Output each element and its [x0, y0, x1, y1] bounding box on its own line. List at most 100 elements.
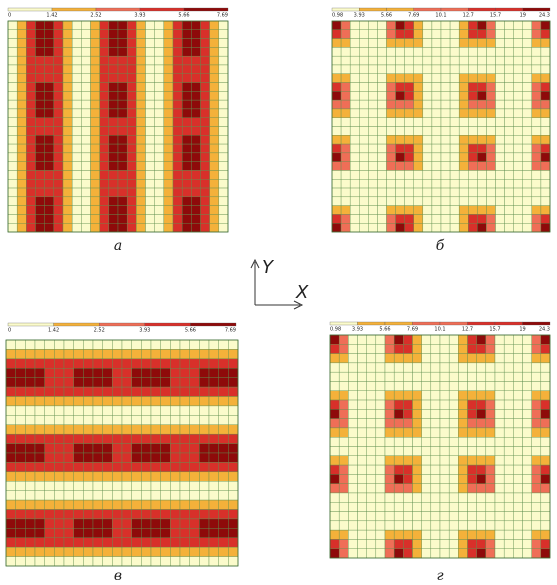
cell [191, 99, 201, 110]
cell [522, 170, 533, 180]
cell [112, 405, 123, 416]
cell [228, 443, 239, 454]
cell [413, 135, 424, 145]
cell [5, 368, 16, 378]
cell [170, 349, 181, 360]
cell [16, 99, 27, 110]
cell [403, 381, 413, 391]
cell [503, 520, 514, 531]
cell [44, 481, 55, 491]
cell [412, 371, 422, 382]
cell [73, 358, 84, 369]
colorbar-segment [467, 321, 496, 326]
cell [83, 358, 94, 369]
cell [199, 443, 210, 454]
cell [5, 433, 16, 444]
cell [170, 462, 181, 473]
cell [141, 490, 152, 501]
cell [395, 47, 405, 57]
cell [181, 143, 192, 154]
cell [73, 452, 84, 463]
cell [439, 353, 450, 364]
cell [468, 55, 478, 66]
cell [53, 38, 64, 48]
cell [121, 499, 132, 510]
cell [136, 55, 146, 66]
cell [338, 334, 349, 345]
cell [170, 424, 181, 435]
cell [522, 117, 533, 127]
cell [145, 55, 155, 66]
cell [25, 528, 36, 538]
cell [393, 548, 404, 559]
cell [395, 73, 405, 83]
cell [200, 223, 210, 233]
cell [102, 556, 113, 567]
cell [53, 91, 64, 101]
cell [348, 390, 358, 401]
cell [209, 91, 220, 101]
cell [26, 29, 36, 39]
cell [191, 179, 201, 189]
cell [340, 117, 351, 127]
cell [431, 152, 442, 162]
cell [368, 214, 378, 224]
cell [486, 99, 496, 110]
cell [486, 91, 496, 101]
cell [531, 126, 542, 136]
cell [531, 390, 542, 401]
cell [458, 464, 468, 475]
cell [403, 539, 413, 549]
cell [377, 38, 387, 48]
cell [200, 108, 210, 118]
cell [348, 539, 358, 549]
cell [179, 386, 190, 397]
cell [349, 152, 360, 162]
cell [403, 446, 413, 456]
cell [522, 381, 532, 391]
cell [90, 47, 100, 57]
cell [26, 117, 36, 127]
cell [485, 409, 496, 419]
cell [404, 64, 414, 74]
cell [16, 29, 27, 39]
cell [348, 418, 358, 429]
cell [63, 368, 74, 378]
cell [340, 47, 351, 57]
cell [181, 108, 192, 118]
cell [160, 556, 171, 567]
cell [209, 143, 220, 154]
cell [199, 424, 210, 435]
cell [53, 108, 64, 118]
cell [386, 55, 396, 66]
cell [44, 546, 55, 557]
cell [431, 143, 442, 154]
cell [199, 349, 210, 360]
cell [172, 64, 183, 74]
cell [368, 126, 378, 136]
cell [395, 223, 405, 233]
cell [15, 481, 26, 491]
cell [62, 91, 73, 101]
cell [513, 20, 523, 30]
cell [136, 170, 146, 180]
cell [458, 371, 468, 382]
cell [208, 471, 219, 482]
cell [5, 509, 16, 520]
cell [348, 381, 358, 391]
cell [477, 170, 487, 180]
cell [440, 38, 451, 48]
cell [348, 548, 358, 559]
cell [102, 490, 113, 501]
cell [439, 548, 450, 559]
cell [218, 471, 229, 482]
cell [81, 38, 91, 48]
cell [430, 390, 441, 401]
cell [112, 518, 123, 529]
cell [448, 409, 459, 419]
cell [393, 362, 404, 373]
cell [504, 187, 514, 198]
cell [413, 91, 424, 101]
cell [73, 368, 84, 378]
cell [7, 152, 18, 162]
